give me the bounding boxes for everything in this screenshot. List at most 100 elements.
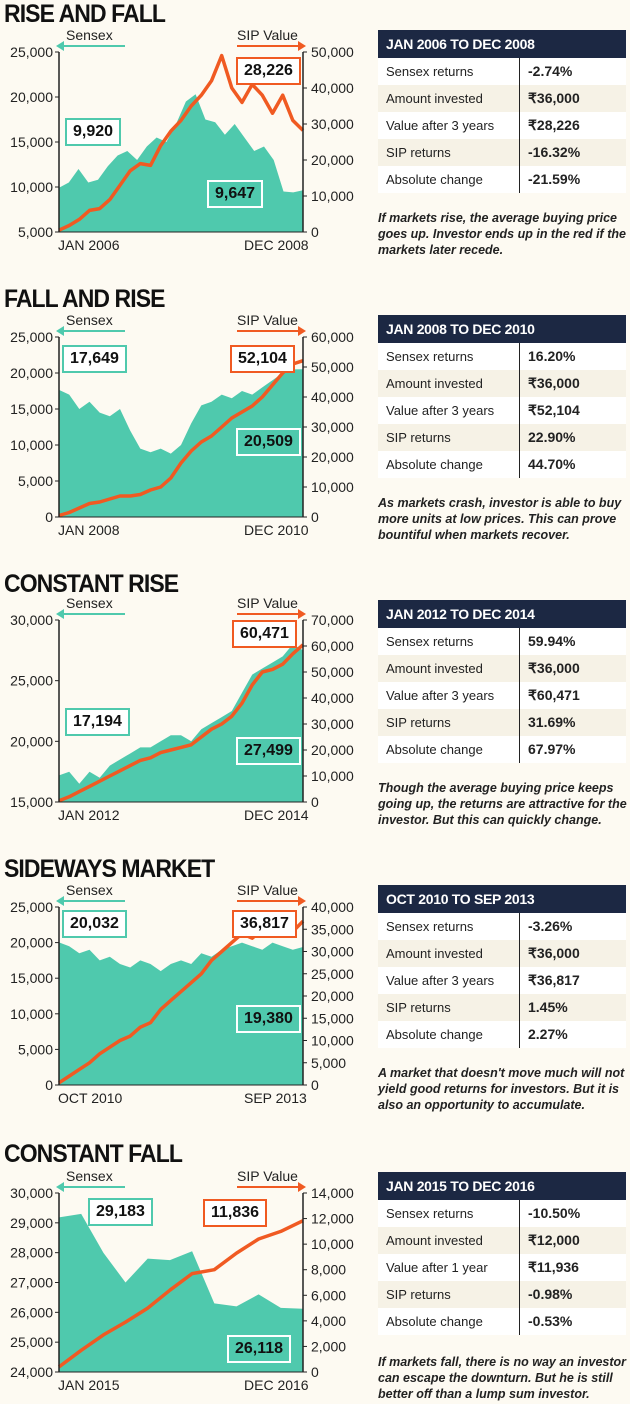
right-tick-label: 60,000 <box>311 329 354 345</box>
row-value: 2.27% <box>528 1026 568 1042</box>
stats-table: JAN 2008 TO DEC 2010 Sensex returns 16.20%… <box>378 315 626 478</box>
row-label: SIP returns <box>378 1281 520 1308</box>
x-end-label: DEC 2014 <box>244 807 309 823</box>
table-row: Value after 1 year ₹11,936 <box>378 1254 626 1281</box>
right-tick-label: 0 <box>311 1077 319 1093</box>
right-tick-label: 12,000 <box>311 1211 354 1227</box>
row-label: Amount invested <box>378 1227 520 1254</box>
panel-note: As markets crash, investor is able to bu… <box>378 496 622 542</box>
table-body: Sensex returns 16.20% Amount invested ₹36,0… <box>378 343 626 478</box>
row-label: Absolute change <box>378 451 520 478</box>
left-tick-label: 26,000 <box>10 1304 53 1320</box>
row-label: Sensex returns <box>378 343 520 370</box>
right-tick-label: 10,000 <box>311 768 354 784</box>
row-label: Sensex returns <box>378 913 520 940</box>
row-value: 22.90% <box>528 429 576 445</box>
row-label: Value after 3 years <box>378 112 520 139</box>
panel-title: RISE AND FALL <box>4 0 166 28</box>
row-value: -0.53% <box>528 1313 573 1329</box>
legend-sip: SIP Value <box>237 312 298 328</box>
chart-svg: 0 5,000 10,000 15,000 20,000 25,000 0 10,000 20,… <box>10 326 354 525</box>
row-label: Absolute change <box>378 736 520 763</box>
callout-sensex-start: 29,183 <box>88 1198 153 1226</box>
right-tick-label: 5,000 <box>311 1055 346 1071</box>
panel-sideways-market: SIDEWAYS MARKET 0 5,000 10,000 15,000 20,000 2… <box>0 855 630 1140</box>
arrow-left-icon <box>56 41 64 51</box>
table-row: SIP returns 1.45% <box>378 994 626 1021</box>
right-tick-label: 15,000 <box>311 1010 354 1026</box>
right-tick-label: 50,000 <box>311 359 354 375</box>
callout-sensex-start: 20,032 <box>62 910 127 938</box>
left-tick-label: 25,000 <box>10 673 53 689</box>
stats-table: OCT 2010 TO SEP 2013 Sensex returns -3.26%… <box>378 885 626 1048</box>
row-label: Amount invested <box>378 655 520 682</box>
legend-sip: SIP Value <box>237 882 298 898</box>
left-tick-label: 27,000 <box>10 1275 53 1291</box>
legend-sip: SIP Value <box>237 595 298 611</box>
table-row: Amount invested ₹36,000 <box>378 655 626 682</box>
table-body: Sensex returns 59.94% Amount invested ₹36,0… <box>378 628 626 763</box>
sensex-area <box>59 94 303 232</box>
left-tick-label: 30,000 <box>10 1185 53 1201</box>
callout-sensex-end: 19,380 <box>236 1005 301 1033</box>
table-row: Amount invested ₹36,000 <box>378 940 626 967</box>
x-start-label: JAN 2012 <box>58 807 120 823</box>
panel-rise-and-fall: RISE AND FALL 5,000 10,000 15,000 20,000 25,0… <box>0 0 630 285</box>
right-tick-label: 20,000 <box>311 152 354 168</box>
panel-title: CONSTANT RISE <box>4 570 179 598</box>
x-start-label: JAN 2015 <box>58 1377 120 1393</box>
chart-svg: 24,000 25,000 26,000 27,000 28,000 29,000 30,0… <box>10 1182 354 1380</box>
row-label: Value after 3 years <box>378 967 520 994</box>
x-start-label: OCT 2010 <box>58 1090 123 1106</box>
table-row: Amount invested ₹12,000 <box>378 1227 626 1254</box>
table-row: SIP returns -0.98% <box>378 1281 626 1308</box>
table-body: Sensex returns -2.74% Amount invested ₹36,0… <box>378 58 626 193</box>
sip-line <box>57 1219 304 1369</box>
row-value: -2.74% <box>528 63 573 79</box>
right-tick-label: 14,000 <box>311 1185 354 1201</box>
left-tick-label: 15,000 <box>10 134 53 150</box>
x-start-label: JAN 2008 <box>58 522 120 538</box>
right-tick-label: 30,000 <box>311 116 354 132</box>
table-row: Amount invested ₹36,000 <box>378 85 626 112</box>
table-row: Sensex returns -3.26% <box>378 913 626 940</box>
table-header: JAN 2015 TO DEC 2016 <box>378 1172 626 1200</box>
left-tick-label: 0 <box>45 1077 53 1093</box>
callout-sensex-end: 27,499 <box>236 737 301 765</box>
legend-sensex: Sensex <box>66 1168 113 1184</box>
panel-note: If markets fall, there is no way an inve… <box>378 1355 627 1401</box>
x-end-label: SEP 2013 <box>244 1090 307 1106</box>
table-row: Amount invested ₹36,000 <box>378 370 626 397</box>
row-label: SIP returns <box>378 709 520 736</box>
row-label: Value after 1 year <box>378 1254 520 1281</box>
chart-svg: 0 5,000 10,000 15,000 20,000 25,000 0 5,000 10,0… <box>10 896 354 1093</box>
stats-table: JAN 2015 TO DEC 2016 Sensex returns -10.50… <box>378 1172 626 1335</box>
callout-sip-end: 52,104 <box>230 345 295 373</box>
arrow-right-icon <box>298 41 306 51</box>
left-tick-label: 5,000 <box>18 224 53 240</box>
legend-sip: SIP Value <box>237 27 298 43</box>
row-value: ₹12,000 <box>528 1232 580 1248</box>
row-value: ₹36,000 <box>528 660 580 676</box>
left-tick-label: 30,000 <box>10 612 53 628</box>
left-tick-label: 10,000 <box>10 179 53 195</box>
legend-sensex: Sensex <box>66 312 113 328</box>
arrow-right-icon <box>298 1182 306 1192</box>
left-tick-label: 15,000 <box>10 401 53 417</box>
table-row: Absolute change 2.27% <box>378 1021 626 1048</box>
panel-title: SIDEWAYS MARKET <box>4 855 215 883</box>
row-value: -16.32% <box>528 144 581 160</box>
right-tick-label: 0 <box>311 224 319 240</box>
table-row: Absolute change -0.53% <box>378 1308 626 1335</box>
table-row: Sensex returns -2.74% <box>378 58 626 85</box>
table-row: Value after 3 years ₹36,817 <box>378 967 626 994</box>
table-row: Sensex returns 16.20% <box>378 343 626 370</box>
right-tick-label: 50,000 <box>311 44 354 60</box>
row-value: -3.26% <box>528 918 573 934</box>
row-label: Value after 3 years <box>378 397 520 424</box>
arrow-right-icon <box>298 609 306 619</box>
panel-fall-and-rise: FALL AND RISE 0 5,000 10,000 15,000 20,000 25,… <box>0 285 630 570</box>
table-header: JAN 2008 TO DEC 2010 <box>378 315 626 343</box>
legend-sensex: Sensex <box>66 595 113 611</box>
panel-title: FALL AND RISE <box>4 285 165 313</box>
